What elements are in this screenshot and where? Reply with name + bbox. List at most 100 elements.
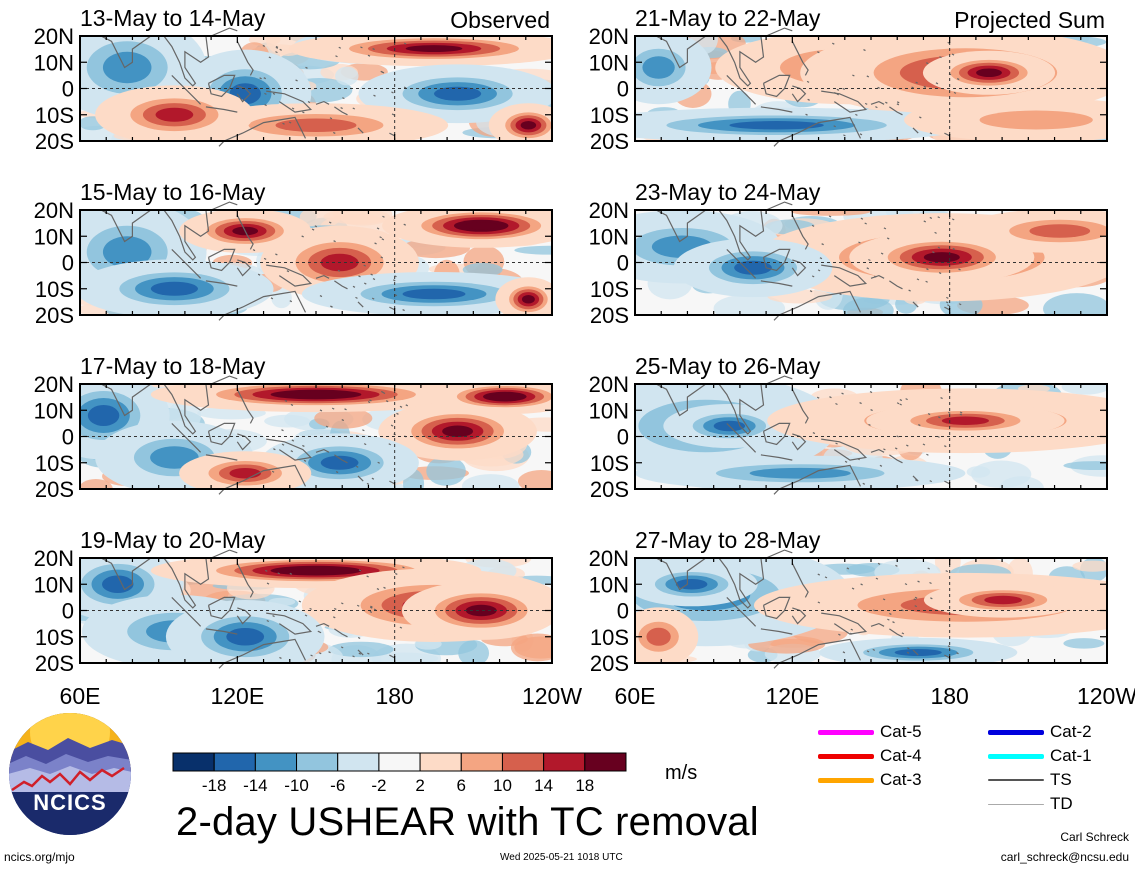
- lat-tick-label: 10S: [35, 103, 74, 128]
- column-title: Projected Sum: [954, 7, 1105, 33]
- lat-tick-label: 10N: [589, 50, 629, 75]
- lon-tick-label: 60E: [60, 683, 101, 709]
- legend-cat-1: Cat-1: [988, 746, 1092, 766]
- panel-period-label: 21-May to 22-May: [635, 5, 821, 31]
- lon-tick-label: 120E: [765, 683, 819, 709]
- legend-label: TS: [1050, 770, 1072, 789]
- colorbar-label: -6: [330, 776, 345, 795]
- legend-cat-3: Cat-3: [818, 770, 922, 790]
- lat-tick-label: 10S: [590, 103, 629, 128]
- legend-label: Cat-2: [1050, 722, 1092, 741]
- legend-line-swatch: [988, 779, 1044, 781]
- colorbar-label: 6: [457, 776, 466, 795]
- colorbar-swatch: [378, 752, 421, 772]
- panel-period-label: 19-May to 20-May: [80, 527, 266, 553]
- legend-td: TD: [988, 794, 1073, 814]
- lat-tick-label: 20N: [34, 198, 74, 223]
- colorbar-label: 18: [575, 776, 594, 795]
- lat-tick-label: 0: [617, 77, 629, 102]
- ncics-logo: NCICS: [8, 712, 132, 836]
- colorbar-label: 2: [415, 776, 424, 795]
- lat-tick-label: 10S: [590, 625, 629, 650]
- lat-tick-label: 20S: [590, 477, 629, 502]
- lat-tick-label: 10N: [589, 572, 629, 597]
- lat-tick-label: 20S: [590, 129, 629, 154]
- lat-tick-label: 10N: [589, 224, 629, 249]
- lat-tick-label: 20S: [35, 129, 74, 154]
- lat-tick-label: 0: [617, 425, 629, 450]
- lat-tick-label: 10N: [589, 398, 629, 423]
- colorbar-swatch: [254, 752, 298, 772]
- legend-label: Cat-3: [880, 770, 922, 789]
- legend-label: Cat-1: [1050, 746, 1092, 765]
- lat-tick-label: 20N: [589, 546, 629, 571]
- lat-tick-label: 10N: [34, 572, 74, 597]
- lat-tick-label: 10S: [35, 277, 74, 302]
- lat-tick-label: 10S: [590, 277, 629, 302]
- colorbar-label: 10: [493, 776, 512, 795]
- legend-cat-4: Cat-4: [818, 746, 922, 766]
- panel-period-label: 13-May to 14-May: [80, 5, 266, 31]
- lat-tick-label: 20N: [589, 372, 629, 397]
- lat-tick-label: 20S: [590, 303, 629, 328]
- lat-tick-label: 0: [62, 599, 74, 624]
- lat-tick-label: 10N: [34, 50, 74, 75]
- lon-tick-label: 180: [930, 683, 968, 709]
- legend-label: Cat-4: [880, 746, 922, 765]
- legend-cat-2: Cat-2: [988, 722, 1092, 742]
- lat-tick-label: 0: [62, 425, 74, 450]
- colorbar: -18 -14 -10 -6 -2 2 6 10 14 18: [172, 752, 627, 795]
- colorbar-swatch: [543, 752, 586, 772]
- lat-tick-label: 20S: [35, 303, 74, 328]
- logo-text: NCICS: [33, 790, 106, 815]
- panel-period-label: 17-May to 18-May: [80, 353, 266, 379]
- panel-period-label: 23-May to 24-May: [635, 179, 821, 205]
- lat-tick-label: 0: [62, 77, 74, 102]
- legend-line-swatch: [818, 729, 874, 735]
- panel-period-label: 15-May to 16-May: [80, 179, 266, 205]
- lat-tick-label: 20S: [590, 651, 629, 676]
- legend-line-swatch: [988, 729, 1044, 735]
- legend-label: Cat-5: [880, 722, 922, 741]
- x-axis-labels: 60E 120E 180 120W 60E 120E 180 120W: [60, 683, 1135, 709]
- units-label: m/s: [665, 762, 698, 784]
- lon-tick-label: 120E: [210, 683, 264, 709]
- lat-tick-label: 20N: [34, 24, 74, 49]
- lat-tick-label: 10N: [34, 224, 74, 249]
- lat-tick-label: 10N: [34, 398, 74, 423]
- lat-tick-label: 10S: [35, 451, 74, 476]
- lat-tick-label: 20S: [35, 651, 74, 676]
- lon-tick-label: 60E: [615, 683, 656, 709]
- footer-email: carl_schreck@ncsu.edu: [1000, 850, 1129, 864]
- lat-tick-label: 10S: [590, 451, 629, 476]
- legend-line-swatch: [988, 803, 1044, 805]
- colorbar-swatch: [460, 752, 503, 772]
- lat-tick-label: 20N: [589, 198, 629, 223]
- colorbar-swatch: [213, 752, 256, 772]
- lat-tick-label: 20S: [35, 477, 74, 502]
- colorbar-label: -18: [202, 776, 227, 795]
- panel-period-label: 27-May to 28-May: [635, 527, 821, 553]
- lon-tick-label: 120W: [522, 683, 582, 709]
- colorbar-swatch: [501, 752, 545, 772]
- colorbar-swatch: [584, 752, 627, 772]
- colorbar-swatch: [337, 752, 380, 772]
- footer-timestamp: Wed 2025-05-21 1018 UTC: [500, 852, 623, 863]
- lon-tick-label: 120W: [1077, 683, 1135, 709]
- colorbar-swatch: [172, 752, 215, 772]
- colorbar-label: -10: [284, 776, 309, 795]
- lat-tick-label: 0: [617, 251, 629, 276]
- figure-title: 2-day USHEAR with TC removal: [176, 800, 759, 844]
- legend-label: TD: [1050, 794, 1073, 813]
- legend-line-swatch: [988, 753, 1044, 759]
- colorbar-label: -2: [371, 776, 386, 795]
- lat-tick-label: 0: [617, 599, 629, 624]
